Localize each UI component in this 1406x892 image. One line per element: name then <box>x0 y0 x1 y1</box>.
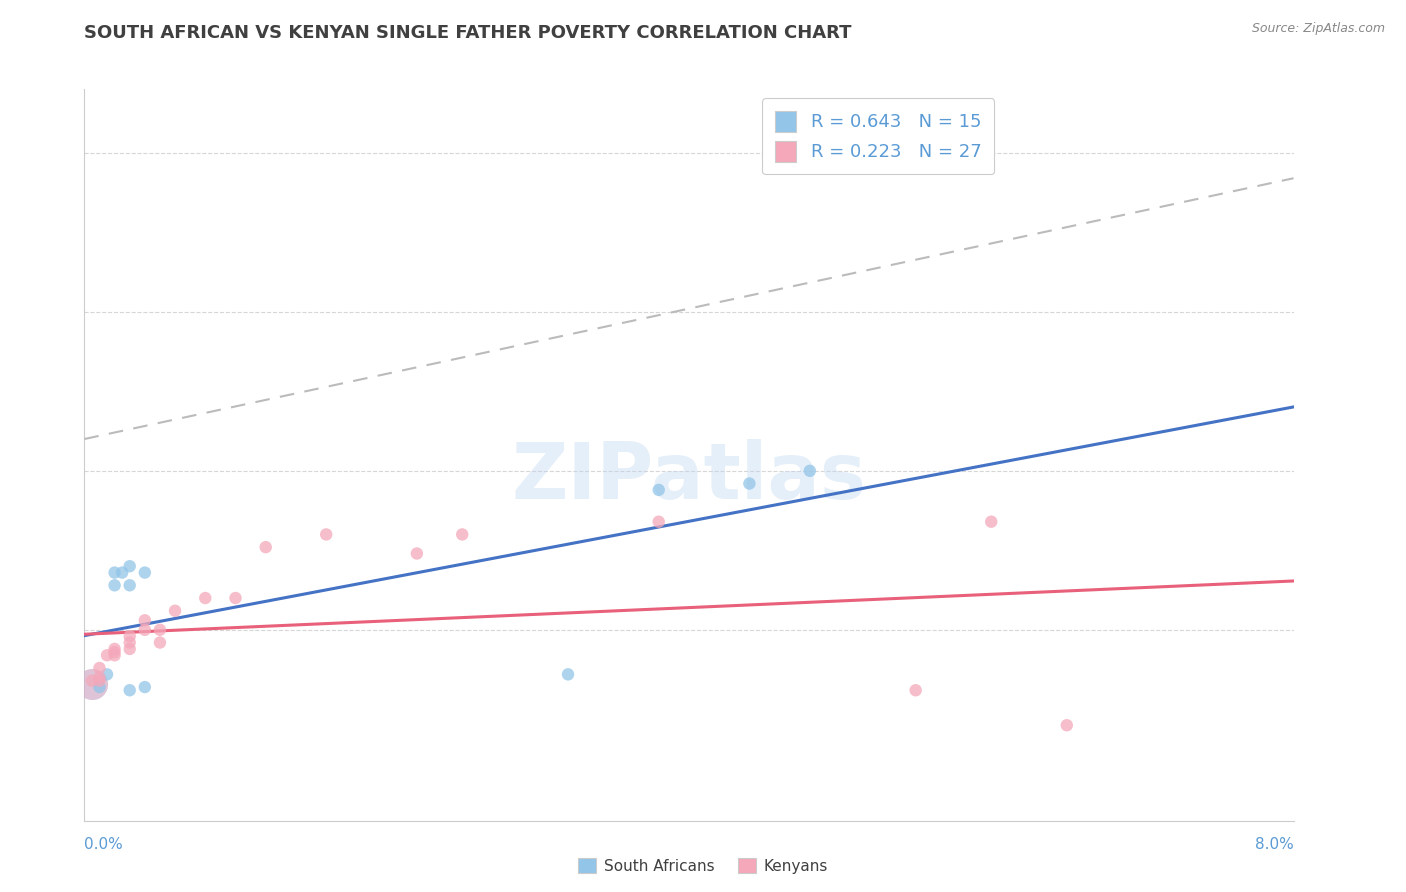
Point <box>557 667 579 681</box>
Point <box>96 667 118 681</box>
Point <box>89 673 111 688</box>
Text: SOUTH AFRICAN VS KENYAN SINGLE FATHER POVERTY CORRELATION CHART: SOUTH AFRICAN VS KENYAN SINGLE FATHER PO… <box>84 24 852 42</box>
Point <box>134 566 156 580</box>
Point <box>799 464 821 478</box>
Point <box>904 683 927 698</box>
Point <box>118 629 141 643</box>
Point <box>96 648 118 663</box>
Point <box>406 547 429 561</box>
Point <box>89 680 111 694</box>
Point <box>134 613 156 627</box>
Point <box>134 623 156 637</box>
Point <box>980 515 1002 529</box>
Point <box>1056 718 1078 732</box>
Point <box>104 641 127 656</box>
Point <box>89 671 111 685</box>
Point <box>194 591 217 605</box>
Point <box>134 680 156 694</box>
Point <box>315 527 337 541</box>
Text: 8.0%: 8.0% <box>1254 837 1294 852</box>
Point <box>165 604 187 618</box>
Point <box>104 645 127 659</box>
Point <box>118 559 141 574</box>
Point <box>118 578 141 592</box>
Point <box>80 677 103 691</box>
Point <box>89 661 111 675</box>
Point <box>648 483 671 497</box>
Point <box>225 591 247 605</box>
Point <box>118 641 141 656</box>
Point <box>104 578 127 592</box>
Point <box>118 683 141 698</box>
Point <box>738 476 761 491</box>
Text: Source: ZipAtlas.com: Source: ZipAtlas.com <box>1251 22 1385 36</box>
Point <box>111 566 134 580</box>
Point <box>104 648 127 663</box>
Point <box>118 635 141 649</box>
Text: ZIPatlas: ZIPatlas <box>512 439 866 515</box>
Point <box>648 515 671 529</box>
Point <box>149 623 172 637</box>
Text: 0.0%: 0.0% <box>84 837 124 852</box>
Point <box>451 527 474 541</box>
Point <box>80 673 103 688</box>
Point <box>149 635 172 649</box>
Legend: R = 0.643   N = 15, R = 0.223   N = 27: R = 0.643 N = 15, R = 0.223 N = 27 <box>762 98 994 174</box>
Point <box>80 677 103 691</box>
Legend: South Africans, Kenyans: South Africans, Kenyans <box>572 852 834 880</box>
Point <box>254 540 277 554</box>
Point <box>104 566 127 580</box>
